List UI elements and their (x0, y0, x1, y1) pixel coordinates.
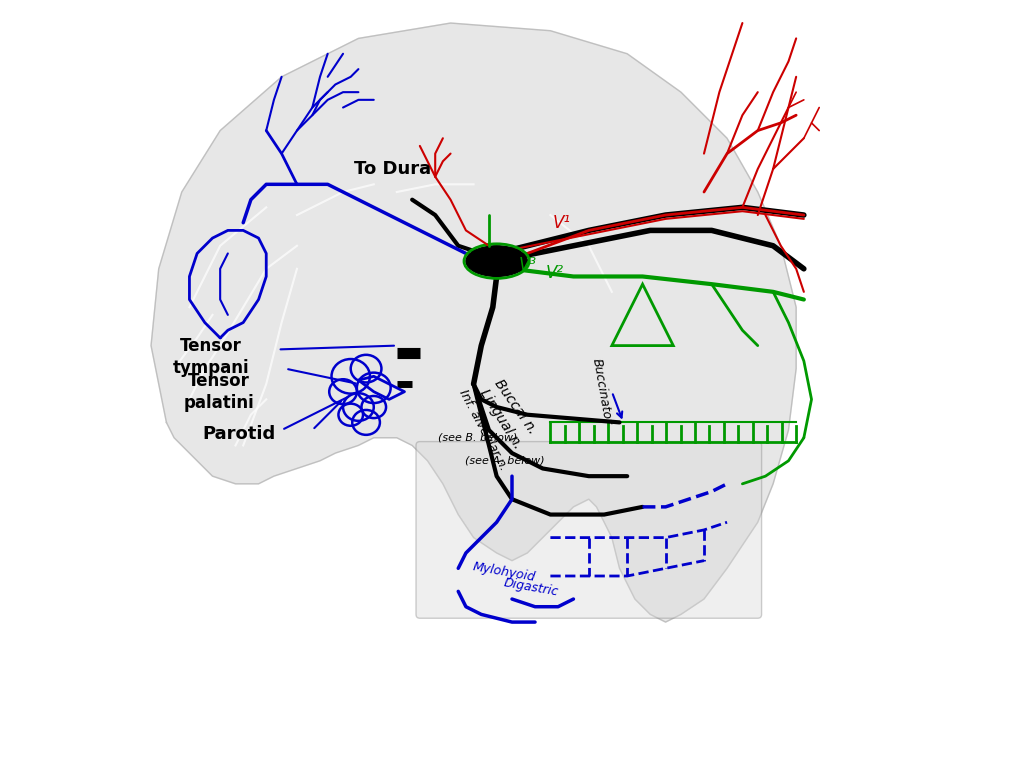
Ellipse shape (466, 246, 527, 276)
Text: Buccinator: Buccinator (590, 358, 614, 425)
Polygon shape (152, 23, 797, 622)
Text: Parotid: Parotid (203, 425, 276, 443)
Text: Mylohyoid: Mylohyoid (472, 560, 537, 584)
Text: V¹: V¹ (553, 214, 571, 232)
Text: Inf. alveolar n.: Inf. alveolar n. (456, 387, 510, 473)
Text: Lingual n.: Lingual n. (476, 386, 524, 451)
Text: V²: V² (545, 263, 563, 282)
FancyBboxPatch shape (416, 442, 762, 618)
Text: V³: V³ (518, 256, 537, 274)
Text: Tensor
palatini: Tensor palatini (183, 372, 254, 412)
Text: Digastric: Digastric (503, 576, 560, 599)
Text: Tensor
tympani: Tensor tympani (173, 337, 249, 377)
Text: To Dura: To Dura (354, 160, 431, 178)
Text: Buccal n.: Buccal n. (492, 377, 540, 437)
Text: (see A. below): (see A. below) (465, 455, 544, 466)
Text: (see B. below): (see B. below) (437, 432, 517, 443)
